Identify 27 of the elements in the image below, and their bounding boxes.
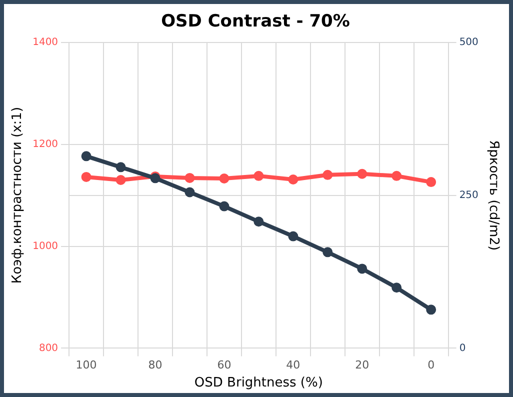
point [288, 231, 298, 242]
point [184, 187, 195, 198]
x-tick-label: 100 [76, 358, 97, 372]
point [357, 264, 368, 274]
point [116, 162, 126, 172]
y-tick-label: 1200 [32, 138, 58, 150]
point [426, 304, 436, 315]
y-tick-label: 1000 [32, 240, 58, 252]
x-tick-label: 20 [355, 358, 370, 372]
point [219, 201, 230, 212]
x-axis-title: OSD Brightness (%) [194, 376, 323, 391]
y2-tick-label: 500 [459, 36, 478, 48]
point [81, 151, 92, 162]
y2-axis-title: Яркость (cd/m2) [486, 140, 501, 251]
point [322, 247, 333, 258]
y-tick-label: 1400 [32, 36, 58, 48]
x-tick-label: 80 [148, 358, 162, 372]
x-tick-label: 0 [428, 358, 435, 372]
y-tick-label: 800 [38, 342, 58, 354]
x-tick-label: 60 [217, 358, 232, 372]
point [254, 216, 264, 227]
x-tick-label: 40 [286, 358, 300, 372]
y2-tick-label: 250 [459, 190, 478, 201]
point [392, 282, 402, 293]
y-axis-title: Коэф.контрастности (x:1) [10, 106, 26, 284]
chart-title: OSD Contrast - 70% [161, 12, 350, 32]
y2-tick-label: 0 [459, 342, 466, 354]
